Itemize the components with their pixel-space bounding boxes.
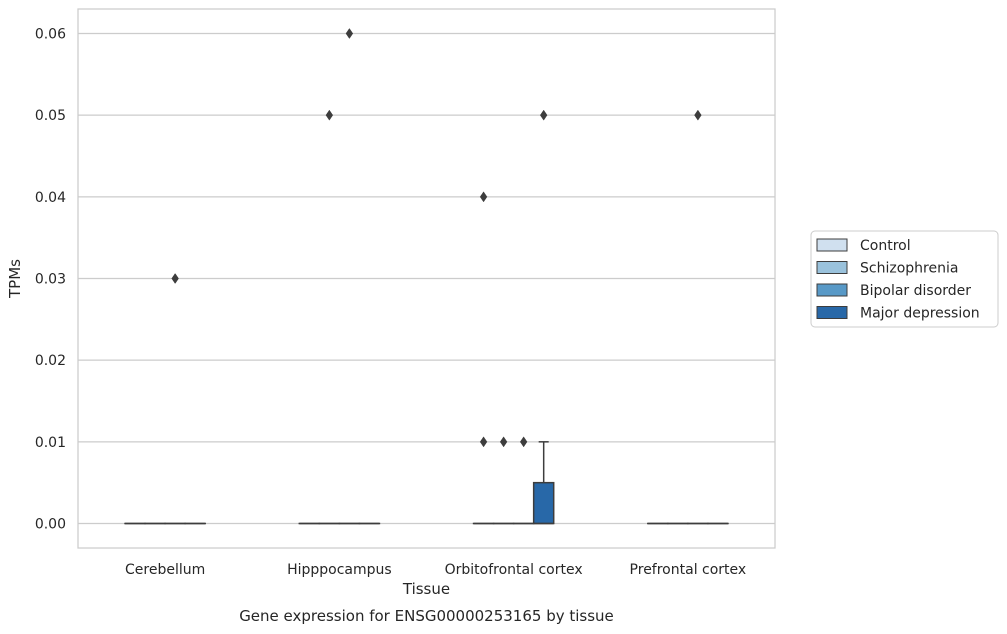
- legend-label: Control: [860, 238, 911, 254]
- outlier-point: [325, 109, 334, 121]
- outlier-point: [479, 436, 488, 448]
- outlier-point: [694, 109, 702, 121]
- legend-label: Schizophrenia: [860, 261, 958, 277]
- y-axis-ticks: 0.00 0.01 0.02 0.03 0.04 0.05 0.06: [35, 27, 66, 533]
- y-axis-title: TPMs: [6, 259, 24, 299]
- outlier-point: [519, 436, 528, 448]
- legend-label: Bipolar disorder: [860, 283, 971, 299]
- y-tick-label: 0.00: [35, 517, 66, 533]
- legend-swatch: [816, 238, 848, 252]
- y-tick-label: 0.03: [35, 272, 66, 288]
- legend-swatch: [816, 261, 848, 274]
- outlier-point: [499, 436, 508, 448]
- y-tick-label: 0.05: [35, 108, 66, 124]
- y-tick-label: 0.01: [35, 435, 66, 451]
- legend: Control Schizophrenia Bipolar disorder Majo…: [810, 230, 999, 328]
- legend-frame: [810, 230, 999, 328]
- outlier-point: [171, 273, 179, 284]
- y-tick-label: 0.04: [35, 190, 66, 206]
- plot-area-frame: [77, 8, 776, 549]
- x-tick-label: Cerebellum: [125, 562, 205, 578]
- y-tick-label: 0.06: [35, 27, 66, 43]
- x-tick-label: Hipppocampus: [287, 562, 392, 578]
- legend-swatch: [816, 283, 848, 297]
- outlier-point: [539, 109, 548, 121]
- outlier-point: [479, 191, 488, 203]
- x-tick-label: Prefrontal cortex: [630, 562, 747, 578]
- y-tick-label: 0.02: [35, 353, 66, 369]
- x-axis-ticks: Cerebellum Hipppocampus Orbitofrontal cort…: [125, 562, 746, 578]
- box: [532, 481, 555, 525]
- outlier-points: [171, 28, 702, 448]
- x-tick-label: Orbitofrontal cortex: [445, 562, 583, 578]
- x-axis-title: Tissue: [402, 580, 450, 598]
- outlier-point: [345, 28, 354, 39]
- chart-title: Gene expression for ENSG00000253165 by t…: [239, 607, 614, 625]
- box-series: [124, 441, 729, 525]
- legend-swatch: [816, 306, 848, 319]
- legend-label: Major depression: [860, 306, 980, 322]
- grid-lines: [78, 32, 775, 525]
